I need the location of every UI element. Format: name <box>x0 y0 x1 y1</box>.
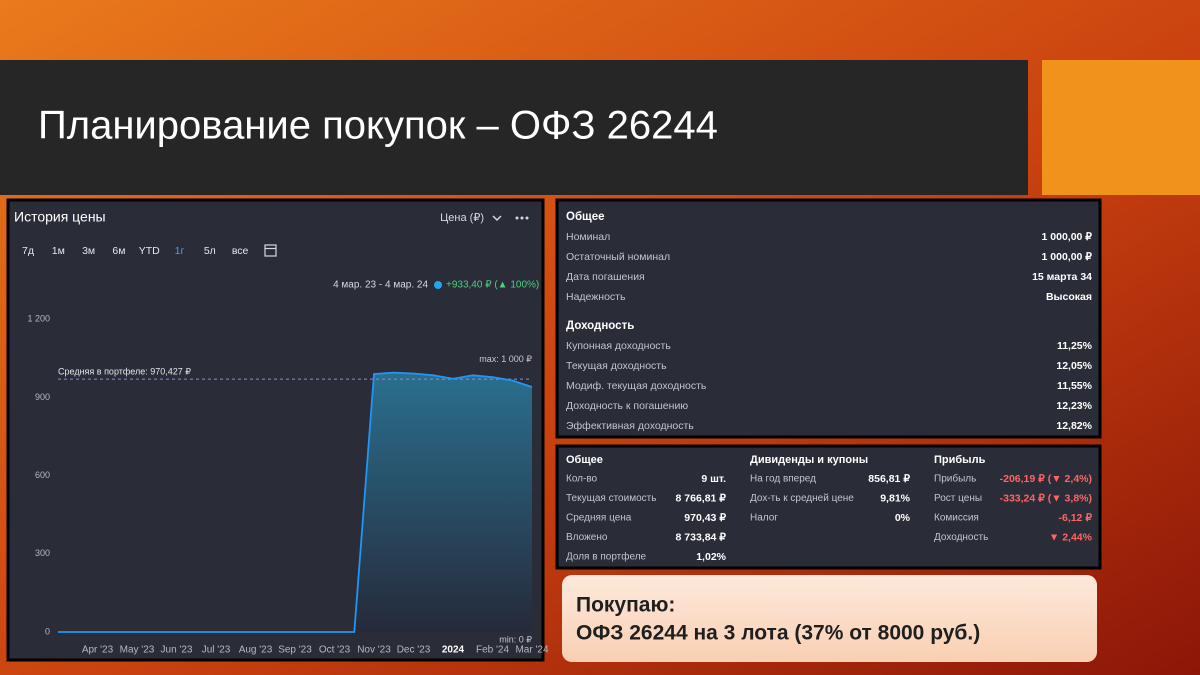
period-button[interactable]: 7д <box>22 245 34 257</box>
row-value: 11,55% <box>1057 380 1093 392</box>
row-label: Доля в портфеле <box>566 551 647 563</box>
x-tick-label: Jun '23 <box>161 645 193 656</box>
x-tick-label: Apr '23 <box>82 645 114 656</box>
row-value: 1,02% <box>696 551 726 563</box>
row-value: -6,12 ₽ <box>1058 512 1092 524</box>
row-label: Номинал <box>566 231 610 243</box>
row-label: Кол-во <box>566 474 598 485</box>
row-label: Дата погашения <box>566 271 645 283</box>
callout-line: ОФЗ 26244 на 3 лота (37% от 8000 руб.) <box>576 622 980 645</box>
row-value: 11,25% <box>1057 340 1093 352</box>
row-value: 12,82% <box>1056 420 1092 432</box>
range-label: 4 мар. 23 - 4 мар. 24 <box>333 280 428 291</box>
row-label: Налог <box>750 513 778 524</box>
row-label: Модиф. текущая доходность <box>566 380 707 392</box>
x-tick-label: Sep '23 <box>278 645 312 656</box>
row-value: -333,24 ₽ (▼ 3,8%) <box>1000 492 1092 504</box>
calendar-icon[interactable] <box>264 244 277 257</box>
x-tick-label: Oct '23 <box>319 645 351 656</box>
period-button[interactable]: 1г <box>175 245 185 257</box>
chevron[interactable] <box>492 215 502 222</box>
row-value: 12,05% <box>1056 360 1092 372</box>
x-tick-label: Feb '24 <box>476 645 509 656</box>
range-dot <box>434 281 442 289</box>
max-label: max: 1 000 ₽ <box>479 354 532 364</box>
chart-title: История цены <box>14 209 106 225</box>
period-button[interactable]: все <box>232 245 249 257</box>
range-change: +933,40 ₽ (▲ 100%) <box>446 280 539 291</box>
info-panel <box>555 198 1102 439</box>
row-label: Текущая стоимость <box>566 493 656 504</box>
title-bar <box>0 60 1028 195</box>
row-value: 8 733,84 ₽ <box>676 531 727 543</box>
more-menu[interactable] <box>515 216 529 220</box>
y-tick-label: 900 <box>35 392 50 402</box>
row-value: Высокая <box>1046 291 1092 303</box>
row-label: Текущая доходность <box>566 360 667 372</box>
x-tick-label: May '23 <box>120 645 155 656</box>
y-tick-label: 0 <box>45 626 50 636</box>
period-button[interactable]: 6м <box>112 245 125 257</box>
row-label: Вложено <box>566 532 608 543</box>
row-label: Прибыль <box>934 473 976 485</box>
row-value: 8 766,81 ₽ <box>676 492 727 504</box>
portfolio-panel <box>555 444 1102 570</box>
price-area <box>58 372 532 632</box>
section-title: Доходность <box>566 320 634 332</box>
row-label: Надежность <box>566 291 626 303</box>
x-tick-label: Nov '23 <box>357 645 391 656</box>
period-button[interactable]: 5л <box>204 245 216 257</box>
row-value: 1 000,00 ₽ <box>1042 231 1093 243</box>
row-label: На год вперед <box>750 474 816 485</box>
row-value: 15 марта 34 <box>1032 271 1092 283</box>
row-label: Средняя цена <box>566 513 632 524</box>
slide-title: Планирование покупок – ОФЗ 26244 <box>38 104 718 148</box>
price-line <box>58 371 533 633</box>
average-label: Средняя в портфеле: 970,427 ₽ <box>58 366 191 376</box>
row-value: ▼ 2,44% <box>1049 531 1093 543</box>
row-label: Остаточный номинал <box>566 251 670 263</box>
row-value: 1 000,00 ₽ <box>1042 251 1093 263</box>
row-label: Доходность к погашению <box>566 400 688 412</box>
row-label: Дох-ть к средней цене <box>750 493 854 504</box>
accent-square <box>1042 60 1200 195</box>
row-value: 9,81% <box>880 492 910 504</box>
x-tick-label: Dec '23 <box>397 645 431 656</box>
x-tick-label: Mar '24 <box>515 645 548 656</box>
period-button[interactable]: YTD <box>139 245 160 257</box>
row-value: 12,23% <box>1056 400 1092 412</box>
x-tick-label: Jul '23 <box>202 645 231 656</box>
y-tick-label: 1 200 <box>27 314 50 324</box>
callout-line: Покупаю: <box>576 594 675 617</box>
row-value: 970,43 ₽ <box>684 512 726 524</box>
row-value: 9 шт. <box>701 473 726 485</box>
column-title: Общее <box>566 454 603 466</box>
x-tick-label: 2024 <box>442 645 465 656</box>
min-label: min: 0 ₽ <box>499 634 532 644</box>
row-label: Комиссия <box>934 513 979 524</box>
y-tick-label: 300 <box>35 548 50 558</box>
period-button[interactable]: 3м <box>82 245 95 257</box>
row-value: 0% <box>895 512 911 524</box>
x-tick-label: Aug '23 <box>239 645 273 656</box>
row-label: Доходность <box>934 532 988 543</box>
callout-box <box>562 575 1097 662</box>
y-tick-label: 600 <box>35 470 50 480</box>
row-value: -206,19 ₽ (▼ 2,4%) <box>1000 473 1092 485</box>
row-label: Купонная доходность <box>566 340 671 352</box>
row-label: Эффективная доходность <box>566 420 694 432</box>
price-selector[interactable]: Цена (₽) <box>440 212 484 224</box>
period-button[interactable]: 1м <box>52 245 65 257</box>
section-title: Общее <box>566 211 605 223</box>
column-title: Прибыль <box>934 454 986 466</box>
row-value: 856,81 ₽ <box>868 473 910 485</box>
column-title: Дивиденды и купоны <box>750 454 868 466</box>
row-label: Рост цены <box>934 493 982 504</box>
